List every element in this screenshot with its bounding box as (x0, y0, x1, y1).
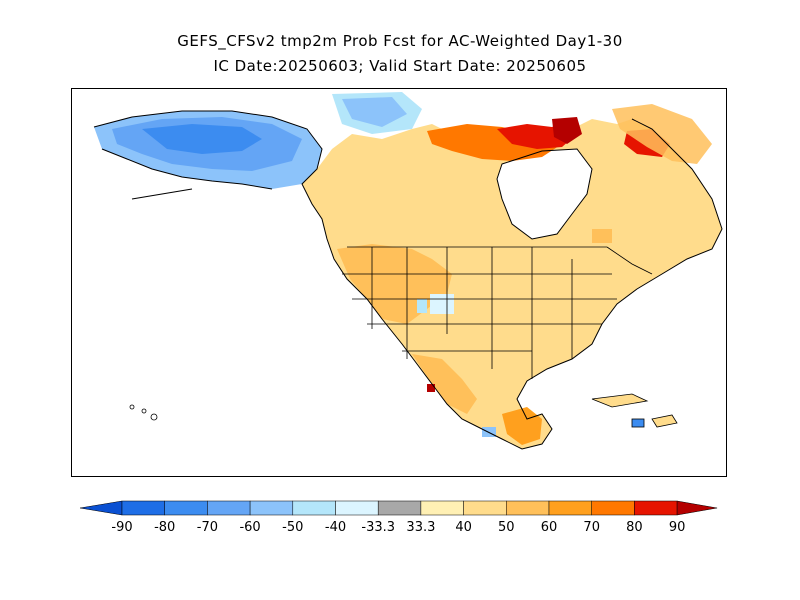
hawaii-islands (129, 404, 158, 421)
hudson-bay (497, 149, 592, 239)
colorbar-left-arrow (79, 500, 123, 516)
political-borders (342, 246, 653, 379)
map-frame (71, 88, 727, 477)
colorbar-box (121, 500, 165, 516)
continent-warm-region (302, 119, 722, 449)
colorbar-tick-label: 90 (669, 520, 686, 535)
coastlines (93, 110, 723, 450)
eastcanada-warm-patch (592, 229, 612, 243)
colorbar-box (420, 500, 464, 516)
colorbar-box (506, 500, 550, 516)
chart-title: GEFS_CFSv2 tmp2m Prob Fcst for AC-Weight… (177, 32, 623, 50)
colorbar-tick-label: -50 (282, 520, 303, 535)
greenland-warm (612, 104, 712, 164)
colorbar-box (335, 500, 379, 516)
mexico-hot-patch (427, 384, 435, 392)
colorbar-box (377, 500, 422, 516)
colorbar-box (634, 500, 678, 516)
central-america-warm (502, 407, 542, 445)
colorbar-box (548, 500, 592, 516)
colorbar-box (164, 500, 208, 516)
colorbar-box (249, 500, 294, 516)
colorbar-tick-label: -40 (325, 520, 346, 535)
chart-subtitle: IC Date:20250603; Valid Start Date: 2025… (213, 57, 587, 75)
colorbar-right-arrow (676, 500, 718, 516)
colorbar-tick-label: 40 (455, 520, 472, 535)
colorbar-box (463, 500, 507, 516)
colorbar-box (591, 500, 635, 516)
colorbar-tick-label: -33.3 (361, 520, 395, 535)
colorbar-tick-label: -80 (154, 520, 175, 535)
alaska-deep-cold (142, 124, 262, 154)
colorbar-tick-label: -90 (111, 520, 132, 535)
colorbar-tick-label: -60 (239, 520, 260, 535)
rockies-cool-patch (430, 294, 454, 314)
forecast-map (72, 89, 726, 476)
colorbar-tick-label: -70 (197, 520, 218, 535)
colorbar-box (207, 500, 251, 516)
colorbar-tick-label: 33.3 (406, 520, 435, 535)
colorbar-tick-label: 50 (498, 520, 515, 535)
baffin-hot (552, 117, 582, 144)
colorbar: -90 -80 -70 -60 -50 -40 -33.3 33.3 40 50 60 70 80 90 (79, 500, 718, 535)
colorbar-tick-label: 80 (626, 520, 643, 535)
colorbar-box (292, 500, 336, 516)
mexico-warm (412, 354, 477, 414)
colorbar-tick-label: 70 (583, 520, 600, 535)
caribbean-islands (591, 393, 678, 428)
colorbar-tick-label: 60 (541, 520, 558, 535)
southwest-cool-patch (417, 299, 427, 313)
arctic-cold-core (342, 97, 407, 127)
